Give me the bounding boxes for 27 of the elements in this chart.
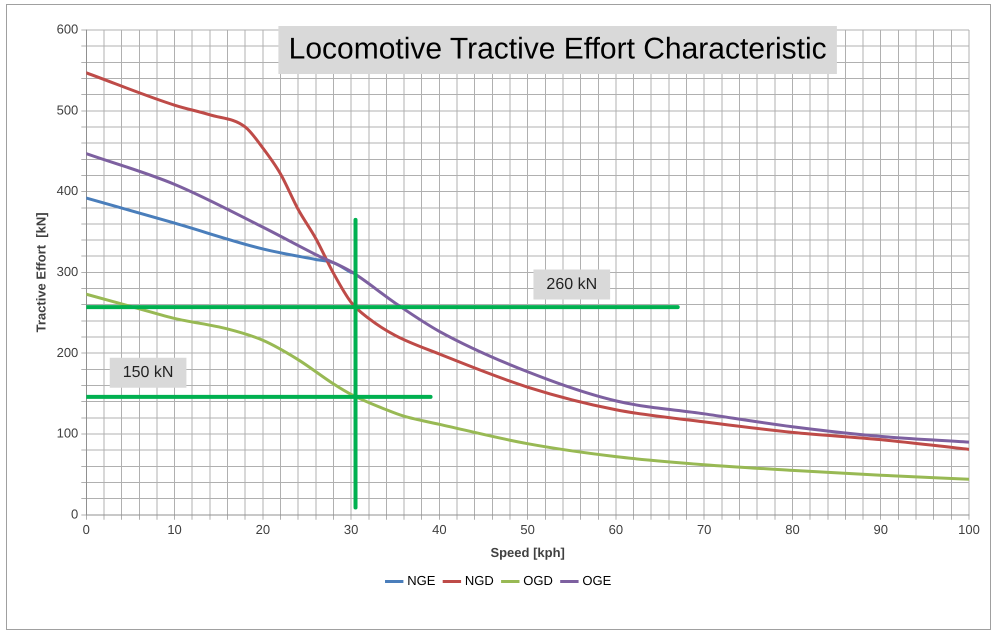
y-tick-label: 0 (71, 506, 78, 522)
annotation: 260 kN (546, 276, 598, 293)
x-tick-label: 40 (432, 522, 447, 538)
y-tick-label: 200 (56, 344, 78, 360)
x-tick-label: 90 (873, 522, 888, 538)
y-axis-title: Tractive Effort [kN] (33, 212, 48, 332)
x-tick-label: 0 (82, 522, 90, 538)
y-tick-label: 400 (56, 183, 78, 198)
legend-label: OGE (582, 573, 612, 588)
y-tick-label: 500 (56, 102, 78, 118)
x-tick-label: 60 (608, 522, 624, 538)
x-tick-label: 70 (696, 522, 712, 538)
y-tick-label: 300 (56, 264, 78, 279)
x-tick-label: 50 (520, 522, 535, 538)
legend-label: NGE (407, 573, 436, 588)
x-tick-label: 80 (785, 522, 800, 538)
x-tick-label: 30 (344, 522, 358, 538)
y-tick-label: 600 (56, 22, 78, 37)
legend-label: NGD (464, 573, 494, 588)
annotation: 150 kN (122, 364, 174, 382)
x-tick-label: 10 (167, 522, 182, 538)
x-axis-title: Speed [kph] (490, 544, 565, 560)
y-tick-label: 100 (56, 426, 78, 441)
legend-label: OGD (523, 573, 553, 588)
x-tick-label: 100 (958, 522, 980, 538)
chart-title: Locomotive Tractive Effort Characteristic (288, 32, 827, 66)
x-tick-label: 20 (256, 522, 270, 538)
